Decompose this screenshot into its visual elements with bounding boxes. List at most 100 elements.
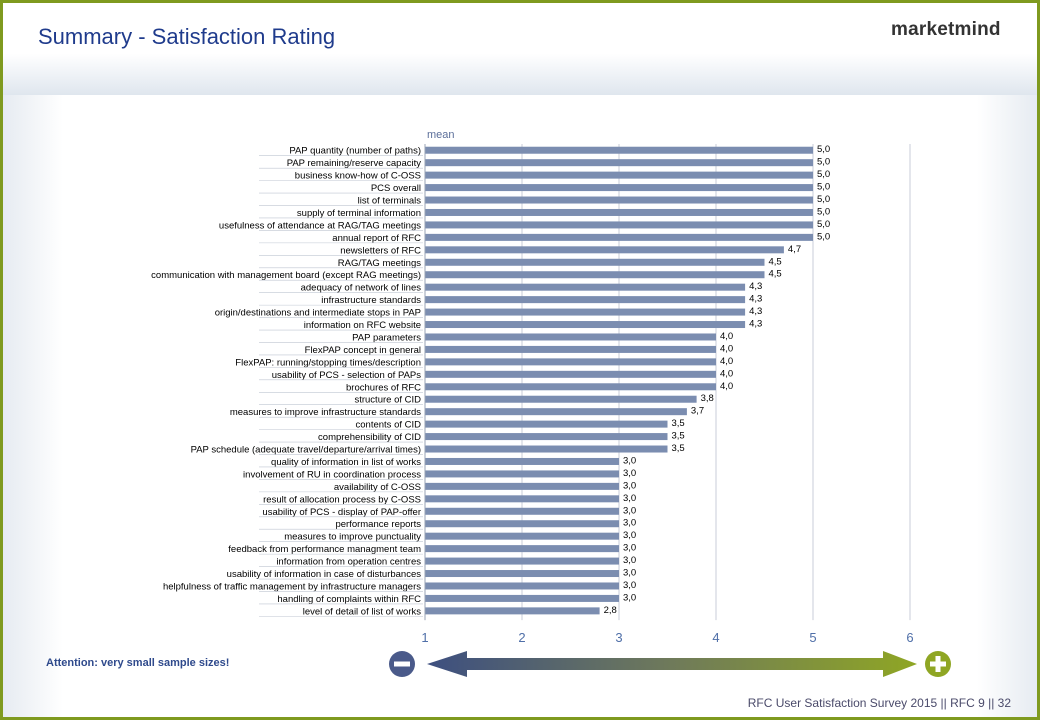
category-label: information on RFC website <box>304 320 421 331</box>
x-tick-label: 6 <box>906 630 913 645</box>
value-label: 5,0 <box>817 157 830 168</box>
bar <box>425 607 600 615</box>
value-label: 3,7 <box>691 406 704 417</box>
value-label: 3,5 <box>672 443 685 454</box>
value-label: 5,0 <box>817 219 830 230</box>
bar <box>425 221 813 229</box>
bar <box>425 146 813 154</box>
bar-chart: 1 2 3 4 5 6 mean PAP quantity (number of paths)… <box>151 129 913 645</box>
bar <box>425 296 746 304</box>
bar <box>425 258 765 266</box>
value-label: 3,8 <box>701 393 714 404</box>
bar <box>425 271 765 279</box>
category-label: origin/destinations and intermediate sto… <box>215 308 421 319</box>
category-label: usability of PCS - display of PAP-offer <box>262 507 421 518</box>
bar <box>425 507 619 515</box>
double-headed-arrow <box>427 651 917 677</box>
bar <box>425 545 619 553</box>
value-label: 4,0 <box>720 343 733 354</box>
brand-logo: marketmind <box>891 19 1001 40</box>
value-label: 5,0 <box>817 144 830 155</box>
scale-arrow <box>389 651 951 677</box>
category-label: availability of C-OSS <box>334 482 421 493</box>
category-label: PAP parameters <box>352 332 421 343</box>
value-label: 3,5 <box>672 418 685 429</box>
category-label: PAP remaining/reserve capacity <box>287 158 422 169</box>
category-label: usefulness of attendance at RAG/TAG meet… <box>219 220 421 231</box>
bar <box>425 308 746 316</box>
category-label: adequacy of network of lines <box>301 283 422 294</box>
value-label: 5,0 <box>817 231 830 242</box>
plus-circle-icon <box>925 651 951 677</box>
bar <box>425 445 668 453</box>
category-label: performance reports <box>335 519 421 530</box>
category-label: RAG/TAG meetings <box>338 258 421 269</box>
category-label: list of terminals <box>358 196 422 207</box>
category-label: level of detail of list of works <box>303 606 422 617</box>
x-tick-label: 4 <box>712 630 719 645</box>
value-label: 4,0 <box>720 381 733 392</box>
value-label: 4,5 <box>769 269 782 280</box>
value-label: 3,0 <box>623 505 636 516</box>
category-label: PCS overall <box>371 183 421 194</box>
category-label: involvement of RU in coordination proces… <box>243 469 421 480</box>
bar <box>425 184 813 192</box>
x-tick-label: 1 <box>421 630 428 645</box>
value-label: 4,5 <box>769 256 782 267</box>
value-label: 4,7 <box>788 244 801 255</box>
category-label: newsletters of RFC <box>340 245 421 256</box>
bar <box>425 370 716 378</box>
bar <box>425 457 619 465</box>
bar <box>425 420 668 428</box>
bar <box>425 208 813 216</box>
footer-caption: RFC User Satisfaction Survey 2015 || RFC… <box>747 696 1011 710</box>
value-label: 3,0 <box>623 530 636 541</box>
x-tick-label: 2 <box>518 630 525 645</box>
right-shade <box>977 95 1037 717</box>
category-label: supply of terminal information <box>297 208 421 219</box>
bar <box>425 520 619 528</box>
category-label: measures to improve punctuality <box>284 532 421 543</box>
bar <box>425 196 813 204</box>
value-label: 5,0 <box>817 169 830 180</box>
value-label: 4,3 <box>749 294 762 305</box>
category-label: business know-how of C-OSS <box>295 171 421 182</box>
bar <box>425 594 619 602</box>
bar <box>425 557 619 565</box>
value-label: 3,0 <box>623 568 636 579</box>
category-label: measures to improve infrastructure stand… <box>230 407 421 418</box>
value-label: 3,0 <box>623 480 636 491</box>
category-label: brochures of RFC <box>346 382 421 393</box>
value-label: 2,8 <box>604 605 617 616</box>
bar <box>425 283 746 291</box>
category-label: communication with management board (exc… <box>151 270 421 281</box>
category-label: infrastructure standards <box>321 295 421 306</box>
category-label: structure of CID <box>354 395 421 406</box>
bar <box>425 171 813 179</box>
value-label: 3,0 <box>623 555 636 566</box>
value-label: 5,0 <box>817 206 830 217</box>
bar <box>425 495 619 503</box>
attention-note: Attention: very small sample sizes! <box>46 657 230 669</box>
bar <box>425 383 716 391</box>
value-label: 3,0 <box>623 455 636 466</box>
category-label: handling of complaints within RFC <box>277 594 421 605</box>
value-label: 3,5 <box>672 431 685 442</box>
category-label: FlexPAP: running/stopping times/descript… <box>235 357 421 368</box>
category-label: PAP schedule (adequate travel/departure/… <box>191 445 421 456</box>
bar <box>425 482 619 490</box>
slide-title: Summary - Satisfaction Rating <box>38 24 336 49</box>
value-label: 4,3 <box>749 319 762 330</box>
bar <box>425 246 784 254</box>
value-label: 4,3 <box>749 306 762 317</box>
category-label: FlexPAP concept in general <box>305 345 421 356</box>
bar <box>425 345 716 353</box>
left-shade <box>3 95 63 717</box>
value-label: 3,0 <box>623 468 636 479</box>
minus-circle-icon <box>389 651 415 677</box>
value-label: 3,0 <box>623 580 636 591</box>
value-label: 3,0 <box>623 592 636 603</box>
bar <box>425 395 697 403</box>
category-label: feedback from performance managment team <box>228 544 421 555</box>
value-label: 5,0 <box>817 194 830 205</box>
